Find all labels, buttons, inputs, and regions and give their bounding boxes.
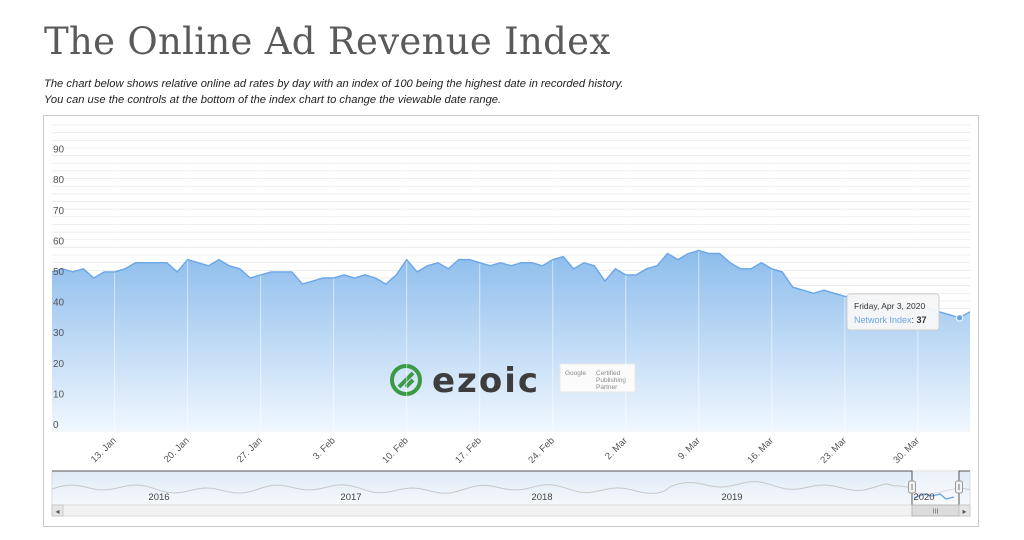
- x-tick-label: 24. Feb: [526, 435, 557, 466]
- y-tick-label: 70: [53, 206, 65, 217]
- y-tick-label: 10: [53, 389, 65, 400]
- range-navigator[interactable]: 2016 2017 2018 2019 2020 ◂ III ▸: [51, 470, 971, 517]
- navigator-year-label: 2018: [531, 492, 552, 503]
- tooltip-date: Friday, Apr 3, 2020: [854, 301, 925, 311]
- ezoic-wordmark: ezoic: [432, 361, 540, 401]
- tooltip-series-label: Network Index: [854, 315, 912, 325]
- navigator-series-line: [51, 480, 971, 495]
- index-chart-container: ezoic Google Certified Publishing Partne…: [43, 115, 979, 527]
- scroll-left-arrow-icon: ◂: [55, 507, 59, 516]
- hover-point-marker[interactable]: [955, 314, 964, 322]
- tooltip-series: Network Index: 37: [854, 315, 927, 325]
- y-tick-label: 60: [53, 236, 65, 247]
- partner-badge-line-2: Certified: [596, 370, 621, 377]
- series-line-layer: [51, 122, 971, 431]
- partner-badge-line-1: Google: [565, 370, 586, 377]
- y-tick-label: 80: [53, 175, 65, 186]
- tooltip-separator: :: [912, 315, 917, 325]
- scroll-right-button[interactable]: [958, 504, 971, 517]
- navigator-track: [51, 470, 971, 507]
- y-tick-label: 50: [53, 267, 65, 278]
- x-tick-label: 10. Feb: [380, 435, 411, 466]
- x-tick-label: 27. Jan: [235, 435, 265, 465]
- y-tick-label: 90: [53, 145, 65, 156]
- x-tick-label: 17. Feb: [453, 435, 484, 466]
- series-line-network-index: [51, 249, 971, 319]
- x-tick-label: 30. Mar: [891, 435, 922, 466]
- x-tick-label: 3. Feb: [311, 435, 338, 462]
- navigator-selected-series: [913, 493, 955, 500]
- intro-text: The chart below shows relative online ad…: [44, 76, 623, 108]
- x-tick-label: 23. Mar: [818, 435, 849, 466]
- navigator-selection[interactable]: [912, 471, 959, 506]
- intro-line-2: You can use the controls at the bottom o…: [44, 94, 502, 106]
- plot-area: [52, 250, 970, 431]
- navigator-year-label: 2017: [340, 492, 361, 503]
- y-tick-label: 40: [53, 298, 65, 309]
- intro-line-1: The chart below shows relative online ad…: [44, 78, 624, 90]
- navigator-outline: [52, 470, 970, 506]
- scrollbar-grip-icon: III: [933, 509, 939, 516]
- scrollbar-track[interactable]: [51, 504, 971, 517]
- x-tick-label: 13. Jan: [89, 435, 119, 465]
- partner-badge: [559, 363, 636, 393]
- series-area: [52, 250, 970, 431]
- y-tick-label: 0: [53, 420, 59, 431]
- navigator-year-label: 2016: [148, 492, 169, 503]
- scroll-right-arrow-icon: ▸: [962, 507, 966, 516]
- x-tick-label: 20. Jan: [162, 435, 192, 465]
- tooltip-value: 37: [917, 315, 927, 325]
- page-title: The Online Ad Revenue Index: [44, 20, 611, 63]
- tooltip-box: [846, 293, 940, 331]
- navigator-year-label: 2020: [913, 492, 934, 503]
- scroll-left-button[interactable]: [51, 504, 64, 517]
- partner-badge-line-3: Publishing: [596, 377, 626, 384]
- x-tick-label: 2. Mar: [603, 435, 630, 462]
- ezoic-logo-icon: [390, 364, 422, 396]
- navigator-year-label: 2019: [721, 492, 742, 503]
- index-chart[interactable]: ezoic Google Certified Publishing Partne…: [44, 116, 978, 526]
- y-tick-label: 30: [53, 328, 65, 339]
- x-tick-label: 9. Mar: [676, 435, 703, 462]
- x-tick-label: 16. Mar: [745, 435, 776, 466]
- partner-badge-line-4: Partner: [596, 384, 618, 391]
- y-tick-label: 20: [53, 359, 65, 370]
- ezoic-watermark: ezoic Google Certified Publishing Partne…: [390, 361, 636, 401]
- tooltip: Friday, Apr 3, 2020 Network Index: 37: [846, 293, 940, 331]
